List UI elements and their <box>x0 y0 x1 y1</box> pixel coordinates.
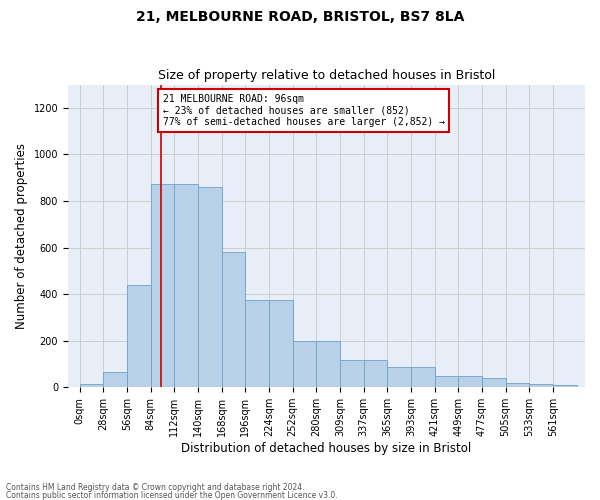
Bar <box>482 378 506 387</box>
Y-axis label: Number of detached properties: Number of detached properties <box>15 143 28 329</box>
Bar <box>506 382 529 387</box>
Bar <box>245 300 269 387</box>
Bar <box>364 360 387 387</box>
Title: Size of property relative to detached houses in Bristol: Size of property relative to detached ho… <box>158 69 495 82</box>
Bar <box>151 184 175 387</box>
Bar <box>458 376 482 387</box>
Bar <box>340 360 364 387</box>
Bar <box>127 285 151 387</box>
Bar <box>387 368 411 387</box>
Text: 21 MELBOURNE ROAD: 96sqm
← 23% of detached houses are smaller (852)
77% of semi-: 21 MELBOURNE ROAD: 96sqm ← 23% of detach… <box>163 94 445 127</box>
Text: 21, MELBOURNE ROAD, BRISTOL, BS7 8LA: 21, MELBOURNE ROAD, BRISTOL, BS7 8LA <box>136 10 464 24</box>
Text: Contains public sector information licensed under the Open Government Licence v3: Contains public sector information licen… <box>6 490 338 500</box>
Bar <box>80 384 103 387</box>
Bar <box>529 384 553 387</box>
Bar <box>103 372 127 387</box>
Bar <box>198 187 221 387</box>
Bar <box>221 252 245 387</box>
Bar <box>553 385 577 387</box>
Text: Contains HM Land Registry data © Crown copyright and database right 2024.: Contains HM Land Registry data © Crown c… <box>6 484 305 492</box>
Bar <box>269 300 293 387</box>
X-axis label: Distribution of detached houses by size in Bristol: Distribution of detached houses by size … <box>181 442 472 455</box>
Bar <box>316 340 340 387</box>
Bar <box>411 368 434 387</box>
Bar <box>434 376 458 387</box>
Bar <box>293 340 316 387</box>
Bar <box>175 184 198 387</box>
